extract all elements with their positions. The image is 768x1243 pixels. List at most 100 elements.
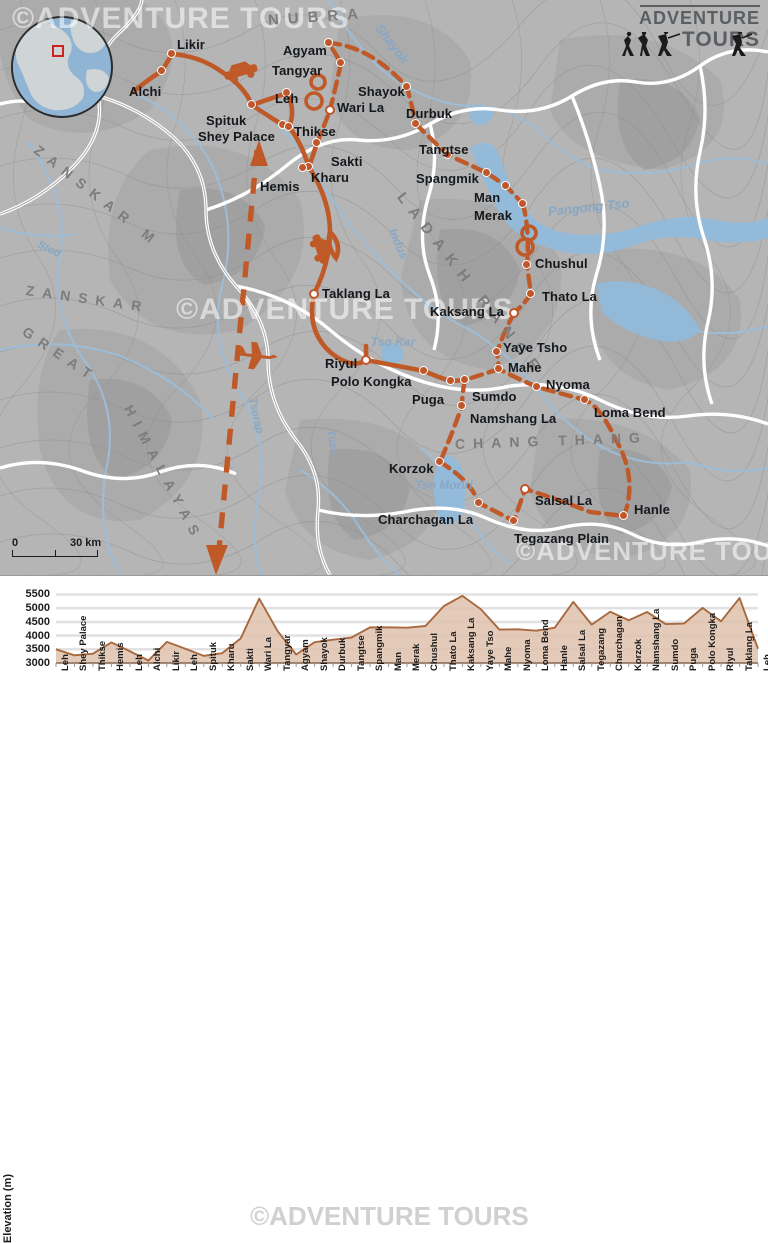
chart-x-tick: Thikse [96, 640, 108, 671]
place-label[interactable]: Puga [412, 392, 445, 407]
chart-x-tick: Charchagan [614, 616, 626, 671]
chart-x-tick: Merak [411, 643, 422, 671]
map-node[interactable] [501, 181, 510, 190]
place-label[interactable]: Agyam [283, 43, 327, 58]
chart-x-tick: Loma Bend [540, 619, 552, 671]
map-node[interactable] [309, 289, 319, 299]
camp-rings [304, 73, 538, 257]
chart-x-tick: Salsal La [577, 629, 589, 671]
map-node[interactable] [532, 382, 541, 391]
chart-watermark: ©ADVENTURE TOURS [250, 1201, 529, 1231]
ladakh-route-map[interactable]: ADVENTURE TOURS ©ADVENTURE TOURS [0, 0, 768, 575]
place-label[interactable]: Tangtse [419, 142, 469, 157]
map-node[interactable] [492, 347, 501, 356]
chart-x-tick: Likir [170, 650, 182, 671]
map-node[interactable] [402, 82, 411, 91]
map-node[interactable] [446, 376, 455, 385]
map-node[interactable] [325, 105, 335, 115]
map-node[interactable] [522, 260, 531, 269]
flight-arrow-south [206, 545, 228, 575]
map-node[interactable] [157, 66, 166, 75]
place-label[interactable]: Korzok [389, 461, 434, 476]
map-node[interactable] [526, 289, 535, 298]
place-label[interactable]: Thato La [542, 289, 597, 304]
place-label[interactable]: Tegazang Plain [514, 531, 610, 546]
place-label[interactable]: Man [474, 190, 501, 205]
place-label[interactable]: Thikse [294, 124, 336, 139]
chart-x-tick: Chushul [429, 633, 441, 671]
chart-x-tick: Polo Kongka [706, 612, 718, 671]
chart-x-tick: Tangtse [355, 635, 367, 671]
place-label[interactable]: Charchagan La [378, 512, 474, 527]
map-node[interactable] [324, 38, 333, 47]
chart-x-tick: Alchi [152, 647, 164, 671]
map-node[interactable] [520, 484, 530, 494]
map-node[interactable] [509, 516, 518, 525]
brand-logo: ADVENTURE TOURS [620, 4, 760, 66]
place-label[interactable]: Spangmik [416, 171, 479, 186]
chart-x-tick: Thato La [447, 631, 459, 671]
map-node[interactable] [443, 150, 452, 159]
place-label[interactable]: Hanle [634, 502, 670, 517]
place-label[interactable]: Polo Kongka [331, 374, 412, 389]
hydro-label: Tso Moriri [415, 478, 473, 492]
place-label[interactable]: Kaksang La [430, 304, 504, 319]
place-label[interactable]: Alchi [129, 84, 162, 99]
map-node[interactable] [298, 163, 307, 172]
chart-y-tick: 3000 [25, 657, 50, 669]
place-label[interactable]: Hemis [260, 179, 300, 194]
place-label[interactable]: Wari La [337, 100, 385, 115]
place-label[interactable]: Spituk [206, 113, 247, 128]
place-label[interactable]: Likir [177, 37, 205, 52]
place-label[interactable]: Salsal La [535, 493, 593, 508]
chart-x-tick: Korzok [632, 638, 644, 671]
place-label[interactable]: Riyul [325, 356, 358, 371]
jeep-icon-indus [224, 61, 258, 83]
place-label[interactable]: Leh [275, 91, 299, 106]
jeep-icon-taklang [309, 234, 331, 264]
place-label[interactable]: Shey Palace [198, 129, 275, 144]
map-node[interactable] [411, 119, 420, 128]
place-label[interactable]: Taklang La [322, 286, 390, 301]
map-node[interactable] [460, 375, 469, 384]
map-node[interactable] [361, 355, 371, 365]
chart-x-tick: Nyoma [521, 639, 533, 671]
place-label[interactable]: Merak [474, 208, 513, 223]
chart-x-tick: Sakti [244, 648, 256, 671]
map-node[interactable] [482, 168, 491, 177]
chart-x-tick: Hemis [115, 642, 127, 671]
map-node[interactable] [518, 199, 527, 208]
map-node[interactable] [494, 364, 503, 373]
map-node[interactable] [312, 138, 321, 147]
place-label[interactable]: Yaye Tsho [503, 340, 568, 355]
chart-x-tick: Kaksang La [466, 617, 478, 671]
place-label[interactable]: Chushul [535, 256, 588, 271]
map-node[interactable] [336, 58, 345, 67]
airplane-icon [235, 341, 278, 370]
place-label[interactable]: Shayok [358, 84, 405, 99]
place-label[interactable]: Loma Bend [594, 405, 666, 420]
map-node[interactable] [247, 100, 256, 109]
place-label[interactable]: Tangyar [272, 63, 323, 78]
map-node[interactable] [282, 88, 291, 97]
place-label[interactable]: Sumdo [472, 389, 517, 404]
map-node[interactable] [457, 401, 466, 410]
chart-x-tick: Shayok [318, 637, 330, 671]
map-node[interactable] [619, 511, 628, 520]
map-node[interactable] [580, 395, 589, 404]
place-label[interactable]: Namshang La [470, 411, 557, 426]
place-label[interactable]: Kharu [311, 170, 350, 185]
chart-y-axis-title: Elevation (m) [2, 1174, 14, 1243]
map-node[interactable] [435, 457, 444, 466]
place-label[interactable]: Nyoma [546, 377, 590, 392]
map-node[interactable] [509, 308, 519, 318]
place-label[interactable]: Sakti [331, 154, 363, 169]
chart-x-tick: Puga [688, 647, 700, 671]
map-node[interactable] [284, 122, 293, 131]
map-node[interactable] [474, 498, 483, 507]
place-label[interactable]: Durbuk [406, 106, 453, 121]
map-node[interactable] [167, 49, 176, 58]
map-node[interactable] [419, 366, 428, 375]
flight-arrow-north [250, 140, 268, 166]
place-label[interactable]: Mahe [508, 360, 542, 375]
